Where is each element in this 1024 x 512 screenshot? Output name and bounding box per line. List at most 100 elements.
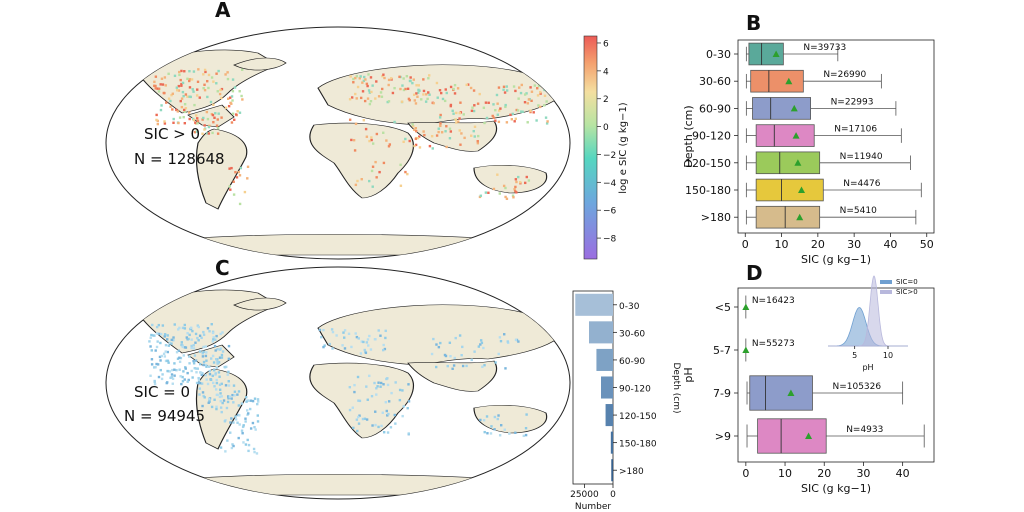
sample-point	[220, 410, 223, 414]
sample-point	[220, 382, 223, 386]
mean-marker	[785, 77, 793, 85]
axes-frame	[737, 287, 935, 463]
sample-point	[157, 375, 161, 379]
sample-point	[391, 91, 395, 95]
sample-point	[157, 323, 161, 327]
sample-point	[543, 94, 547, 98]
sample-point	[385, 409, 388, 413]
sample-point	[443, 353, 447, 357]
sample-point	[153, 84, 156, 87]
sample-point	[368, 334, 371, 338]
sample-point	[221, 350, 225, 353]
sample-point	[353, 149, 357, 152]
sample-point	[504, 367, 507, 370]
sample-point	[200, 336, 203, 340]
sample-point	[354, 92, 357, 96]
sample-point	[373, 338, 377, 341]
sample-point	[232, 444, 235, 448]
sample-point	[202, 394, 205, 398]
sample-point	[451, 367, 454, 370]
sample-point	[233, 394, 236, 397]
sample-point	[234, 113, 238, 116]
sample-point	[520, 110, 523, 113]
sample-point	[368, 179, 371, 183]
sample-point	[352, 426, 355, 430]
sample-point	[399, 163, 402, 167]
sample-point	[164, 350, 167, 353]
sample-point	[188, 362, 191, 365]
sample-point	[188, 86, 192, 89]
sample-point	[213, 398, 216, 401]
sample-point	[246, 399, 249, 402]
sample-point	[401, 84, 404, 87]
sample-point	[462, 113, 465, 116]
sample-point	[412, 78, 415, 81]
sample-point	[370, 138, 373, 142]
sample-point	[439, 113, 442, 117]
sample-point	[212, 80, 215, 83]
sample-point	[161, 324, 165, 327]
land-south-america	[195, 128, 248, 210]
sample-point	[155, 362, 158, 366]
sample-point	[156, 87, 159, 90]
sample-point	[179, 99, 182, 103]
sample-point	[417, 135, 421, 138]
sample-point	[436, 96, 439, 99]
sample-point	[196, 367, 200, 370]
sample-point	[167, 361, 170, 364]
y-tick-label: 150-180	[685, 184, 731, 197]
sample-point	[236, 110, 239, 113]
chart-b-depth-boxplot: N=39733 0-30 N=26990 30-60 N=22993 60-90 N=171…	[682, 39, 935, 266]
colorbar-tick-label: −8	[603, 235, 617, 245]
sample-point	[183, 108, 186, 112]
sample-point	[203, 124, 206, 127]
sample-point	[205, 359, 208, 362]
sample-point	[411, 81, 414, 85]
sample-point	[422, 89, 426, 93]
sample-point	[473, 350, 476, 353]
sample-point	[192, 362, 196, 365]
sample-point	[511, 112, 514, 116]
sample-point	[255, 452, 259, 455]
sample-point	[348, 98, 352, 101]
sample-point	[230, 102, 233, 105]
sample-point	[413, 144, 416, 148]
panel-a-annotation-1: SIC > 0	[144, 125, 200, 143]
sample-point	[172, 121, 175, 124]
sample-point	[504, 195, 507, 199]
sample-point	[533, 84, 537, 87]
sample-point	[156, 119, 159, 123]
sample-point	[375, 387, 378, 390]
sample-point	[216, 360, 219, 364]
sample-point	[525, 413, 528, 416]
sample-point	[424, 100, 428, 103]
sample-point	[387, 145, 391, 148]
sample-point	[342, 331, 345, 334]
sample-point	[247, 399, 250, 402]
sample-point	[381, 74, 384, 78]
sample-point	[414, 102, 418, 105]
sample-point	[201, 404, 204, 408]
sample-point	[227, 380, 230, 383]
sample-point	[149, 374, 152, 377]
sample-point	[233, 390, 237, 393]
bar-90-120	[601, 376, 613, 399]
sample-point	[228, 185, 231, 188]
sample-point	[483, 121, 486, 125]
x-tick-label: 10	[883, 351, 893, 360]
sample-point	[413, 128, 416, 132]
sample-point	[479, 339, 483, 342]
sample-point	[513, 120, 516, 123]
sample-point	[227, 104, 231, 108]
sample-point	[503, 428, 506, 431]
sample-point	[377, 381, 380, 384]
sample-point	[169, 105, 172, 108]
sample-point	[164, 84, 167, 87]
sample-point	[449, 103, 453, 107]
sample-point	[150, 349, 153, 352]
panel-a-letter: A	[215, 0, 231, 22]
sample-point	[238, 202, 242, 206]
sample-point	[500, 424, 503, 427]
bar-120-150	[605, 404, 613, 427]
sample-point	[181, 81, 185, 85]
